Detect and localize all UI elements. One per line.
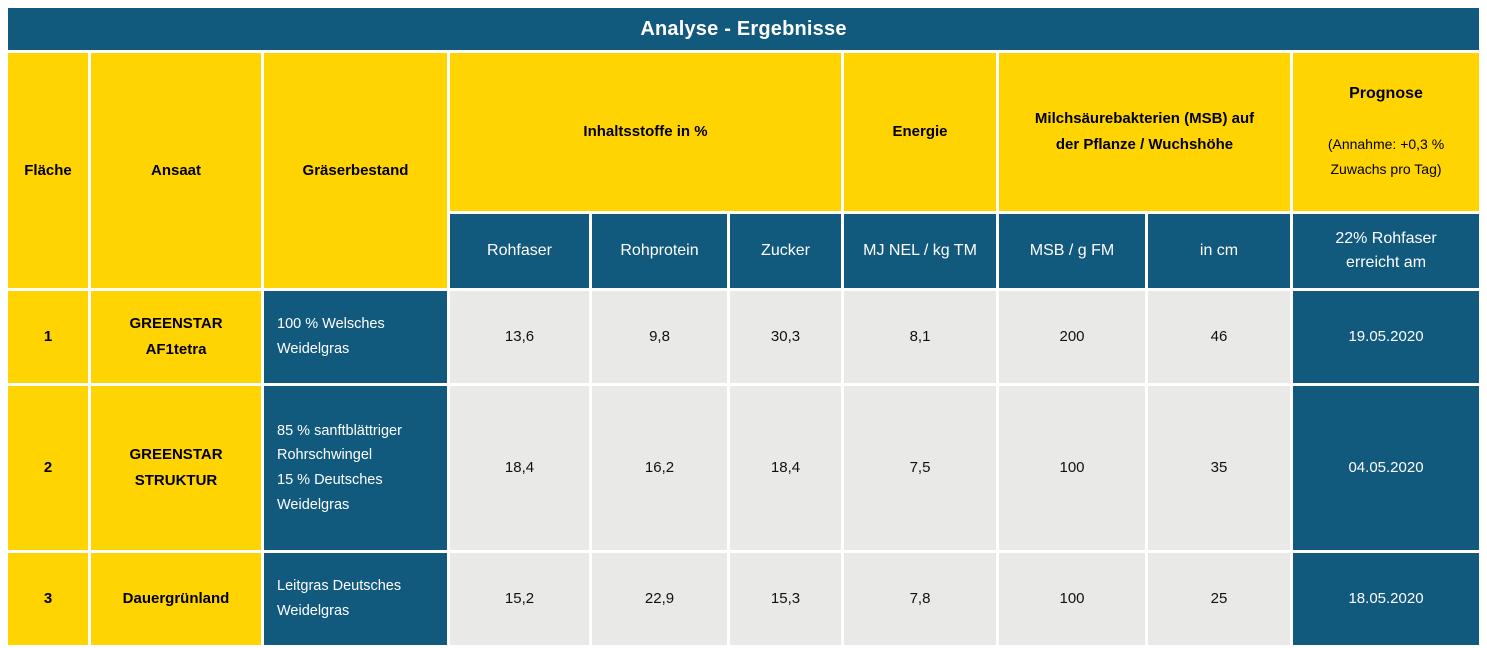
cell-msb: 200 bbox=[999, 290, 1146, 383]
cell-mj-nel: 7,8 bbox=[844, 552, 997, 645]
cell-zucker: 18,4 bbox=[730, 385, 842, 550]
subheader-rohfaser-erreicht: 22% Rohfaser erreicht am bbox=[1293, 213, 1480, 288]
cell-graeserbestand: 85 % sanftblättriger Rohrschwingel 15 % … bbox=[264, 385, 447, 550]
cell-in-cm: 46 bbox=[1148, 290, 1291, 383]
header-msb: Milchsäurebakterien (MSB) auf der Pflanz… bbox=[999, 53, 1291, 211]
header-prognose-subtitle: (Annahme: +0,3 % Zuwachs pro Tag) bbox=[1327, 135, 1445, 178]
cell-rohprotein: 22,9 bbox=[592, 552, 727, 645]
page-title: Analyse - Ergebnisse bbox=[640, 17, 847, 40]
cell-zucker: 30,3 bbox=[730, 290, 842, 383]
cell-flaeche: 3 bbox=[8, 552, 88, 645]
table-row: 2 GREENSTAR STRUKTUR 85 % sanftblättrige… bbox=[8, 385, 1480, 550]
cell-flaeche: 1 bbox=[8, 290, 88, 383]
cell-prognose-date: 19.05.2020 bbox=[1293, 290, 1480, 383]
cell-mj-nel: 8,1 bbox=[844, 290, 997, 383]
cell-zucker: 15,3 bbox=[730, 552, 842, 645]
cell-msb: 100 bbox=[999, 385, 1146, 550]
subheader-mj-nel: MJ NEL / kg TM bbox=[844, 213, 997, 288]
header-graeserbestand: Gräserbestand bbox=[264, 53, 447, 288]
cell-rohfaser: 18,4 bbox=[450, 385, 589, 550]
cell-flaeche: 2 bbox=[8, 385, 88, 550]
header-group-row: Fläche Ansaat Gräserbestand Inhaltsstoff… bbox=[8, 53, 1480, 288]
table-row: 3 Dauergrünland Leitgras Deutsches Weide… bbox=[8, 552, 1480, 645]
cell-rohprotein: 9,8 bbox=[592, 290, 727, 383]
header-prognose-title: Prognose bbox=[1349, 84, 1423, 102]
cell-prognose-date: 04.05.2020 bbox=[1293, 385, 1480, 550]
header-energie: Energie bbox=[844, 53, 997, 211]
title-bar: Analyse - Ergebnisse bbox=[8, 8, 1479, 50]
cell-ansaat: Dauergrünland bbox=[91, 552, 261, 645]
header-prognose: Prognose (Annahme: +0,3 % Zuwachs pro Ta… bbox=[1293, 53, 1480, 211]
cell-ansaat: GREENSTAR STRUKTUR bbox=[91, 385, 261, 550]
cell-in-cm: 35 bbox=[1148, 385, 1291, 550]
header-sub-row: Rohfaser Rohprotein Zucker MJ NEL / kg T… bbox=[8, 213, 1480, 288]
header-inhaltsstoffe: Inhaltsstoffe in % bbox=[450, 53, 842, 211]
cell-prognose-date: 18.05.2020 bbox=[1293, 552, 1480, 645]
header-flaeche: Fläche bbox=[8, 53, 88, 288]
cell-graeserbestand: Leitgras Deutsches Weidelgras bbox=[264, 552, 447, 645]
cell-rohprotein: 16,2 bbox=[592, 385, 727, 550]
subheader-rohprotein: Rohprotein bbox=[592, 213, 727, 288]
results-table: Fläche Ansaat Gräserbestand Inhaltsstoff… bbox=[5, 50, 1482, 648]
cell-mj-nel: 7,5 bbox=[844, 385, 997, 550]
cell-ansaat: GREENSTAR AF1tetra bbox=[91, 290, 261, 383]
cell-rohfaser: 13,6 bbox=[450, 290, 589, 383]
cell-rohfaser: 15,2 bbox=[450, 552, 589, 645]
table-row: 1 GREENSTAR AF1tetra 100 % Welsches Weid… bbox=[8, 290, 1480, 383]
cell-msb: 100 bbox=[999, 552, 1146, 645]
subheader-in-cm: in cm bbox=[1148, 213, 1291, 288]
cell-in-cm: 25 bbox=[1148, 552, 1291, 645]
subheader-msb-g-fm: MSB / g FM bbox=[999, 213, 1146, 288]
header-ansaat: Ansaat bbox=[91, 53, 261, 288]
cell-graeserbestand: 100 % Welsches Weidelgras bbox=[264, 290, 447, 383]
subheader-zucker: Zucker bbox=[730, 213, 842, 288]
analysis-results-panel: Analyse - Ergebnisse Fläche Ansaat Gräse… bbox=[5, 8, 1482, 648]
subheader-rohfaser: Rohfaser bbox=[450, 213, 589, 288]
